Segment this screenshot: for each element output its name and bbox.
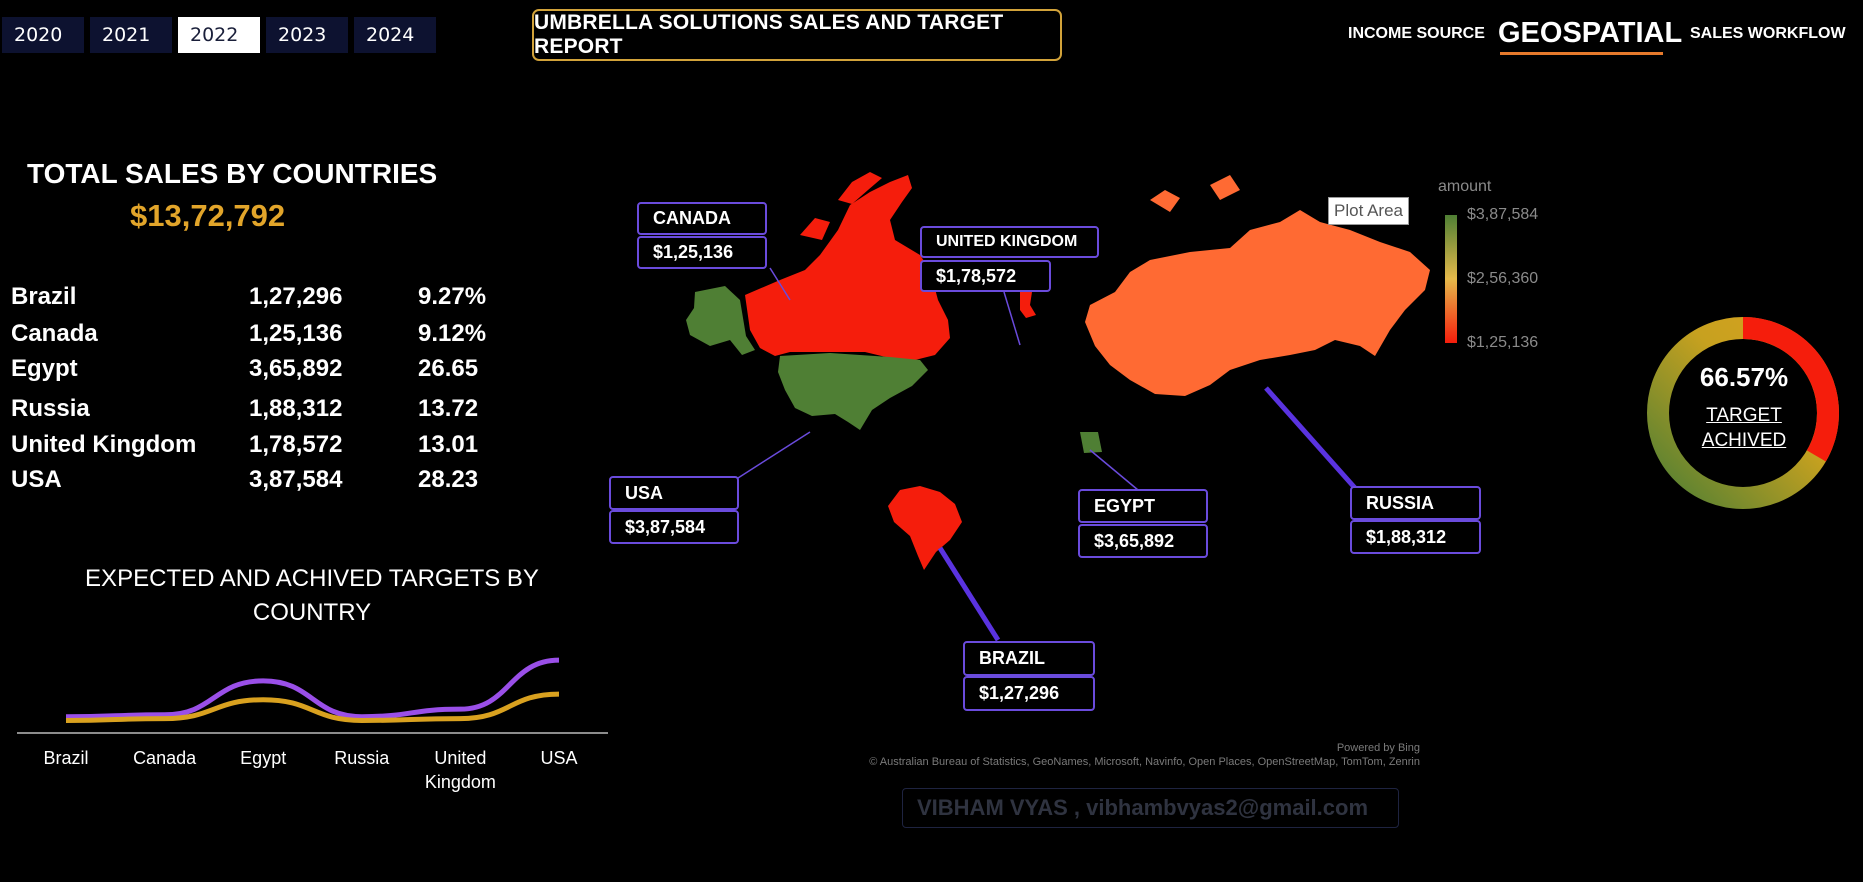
table-row-pct: 13.01 (418, 431, 479, 458)
target-gauge (1647, 317, 1839, 509)
x-tick-label: USA (540, 748, 577, 768)
year-button-2022[interactable]: 2022 (178, 17, 260, 53)
table-row-amount: 1,25,136 (249, 320, 343, 347)
table-row-pct: 26.65 (418, 355, 479, 382)
gauge-percent: 66.57% (1699, 362, 1789, 392)
callout-uk-label: UNITED KINGDOM (920, 226, 1099, 258)
usa-leader-line (737, 431, 811, 479)
table-row-amount: 1,88,312 (249, 395, 343, 422)
author-signature: VIBHAM VYAS , vibhambvyas2@gmail.com (902, 788, 1399, 828)
table-row-amount: 3,87,584 (249, 466, 343, 493)
table-row-country: Egypt (11, 355, 78, 382)
plot-area-tooltip: Plot Area (1328, 197, 1409, 225)
arctic-islands (800, 218, 830, 240)
callout-brazil-value: $1,27,296 (963, 676, 1095, 711)
usa-region[interactable] (778, 353, 928, 430)
year-button-2020[interactable]: 2020 (2, 17, 84, 53)
callout-egypt-label: EGYPT (1078, 489, 1208, 523)
nav-geospatial[interactable]: GEOSPATIAL (1498, 17, 1683, 49)
targets-chart-title-line2: COUNTRY (252, 599, 372, 626)
year-button-2023[interactable]: 2023 (266, 17, 348, 53)
x-tick-label: United (434, 748, 486, 768)
map-credits: © Australian Bureau of Statistics, GeoNa… (869, 756, 1420, 768)
callout-russia-value: $1,88,312 (1350, 520, 1481, 554)
alaska-region[interactable] (686, 286, 755, 355)
gauge-label-line2: ACHIVED (1701, 430, 1787, 451)
total-sales-value: $13,72,792 (130, 198, 286, 233)
arctic-islands (838, 172, 882, 204)
map-legend-mid: $2,56,360 (1467, 270, 1539, 287)
map-powered-by: Powered by Bing (1336, 742, 1420, 754)
year-slicer: 2020 2021 2022 2023 2024 (2, 17, 436, 53)
canada-leader-line (769, 267, 791, 301)
x-tick-label: Kingdom (425, 772, 496, 792)
callout-russia-label: RUSSIA (1350, 486, 1481, 520)
brazil-leader-line (937, 546, 1001, 642)
russia-leader-line (1264, 386, 1357, 490)
map-legend-gradient (1445, 215, 1457, 343)
gauge-label: TARGET ACHIVED (1680, 403, 1808, 453)
table-row-pct: 28.23 (418, 466, 479, 493)
report-title: UMBRELLA SOLUTIONS SALES AND TARGET REPO… (532, 9, 1062, 61)
table-row-country: Brazil (11, 283, 77, 310)
egypt-region[interactable] (1080, 432, 1102, 453)
russia-islands (1150, 190, 1180, 212)
brazil-region[interactable] (888, 486, 962, 570)
egypt-leader-line (1089, 449, 1139, 491)
callout-usa-label: USA (609, 476, 739, 510)
callout-brazil-label: BRAZIL (963, 641, 1095, 676)
gauge-arc (1742, 317, 1839, 462)
nav-income-source[interactable]: INCOME SOURCE (1348, 25, 1485, 42)
targets-chart-title: EXPECTED AND ACHIVED TARGETS BY COUNTRY (62, 562, 562, 630)
table-row-country: Canada (11, 320, 98, 347)
russia-islands (1210, 175, 1240, 200)
year-button-2021[interactable]: 2021 (90, 17, 172, 53)
table-row-country: United Kingdom (11, 431, 197, 458)
gauge-label-line1: TARGET (1706, 405, 1782, 426)
series-expected-line (65, 657, 560, 720)
uk-leader-line (1003, 291, 1021, 346)
table-row-pct: 9.12% (418, 320, 487, 347)
table-row-pct: 9.27% (418, 283, 487, 310)
uk-region[interactable] (1020, 284, 1036, 318)
callout-uk-value: $1,78,572 (920, 260, 1051, 292)
callout-usa-value: $3,87,584 (609, 510, 739, 544)
table-row-country: Russia (11, 395, 90, 422)
x-tick-label: Brazil (43, 748, 88, 768)
callout-egypt-value: $3,65,892 (1078, 524, 1208, 558)
year-button-2024[interactable]: 2024 (354, 17, 436, 53)
total-sales-title: TOTAL SALES BY COUNTRIES (27, 158, 438, 189)
nav-sales-workflow[interactable]: SALES WORKFLOW (1690, 25, 1846, 42)
map-legend-min: $1,25,136 (1467, 334, 1539, 351)
targets-line-chart: Brazil Canada Egypt Russia United Kingdom USA (17, 657, 608, 792)
targets-chart-title-line1: EXPECTED AND ACHIVED TARGETS BY (85, 565, 539, 592)
world-map (686, 172, 1430, 642)
map-legend-title: amount (1438, 178, 1492, 195)
table-row-country: USA (11, 466, 62, 493)
nav-active-underline (1500, 52, 1663, 55)
x-tick-label: Egypt (240, 748, 286, 768)
canada-region[interactable] (745, 175, 950, 360)
map-legend-max: $3,87,584 (1467, 206, 1539, 223)
table-row-pct: 13.72 (418, 395, 479, 422)
x-tick-label: Russia (334, 748, 390, 768)
callout-canada-value: $1,25,136 (637, 236, 767, 269)
x-tick-label: Canada (133, 748, 197, 768)
series-achieved-line (65, 691, 560, 723)
russia-region[interactable] (1085, 210, 1430, 396)
table-row-amount: 1,78,572 (249, 431, 343, 458)
table-row-amount: 1,27,296 (249, 283, 343, 310)
callout-canada-label: CANADA (637, 202, 767, 235)
table-row-amount: 3,65,892 (249, 355, 343, 382)
